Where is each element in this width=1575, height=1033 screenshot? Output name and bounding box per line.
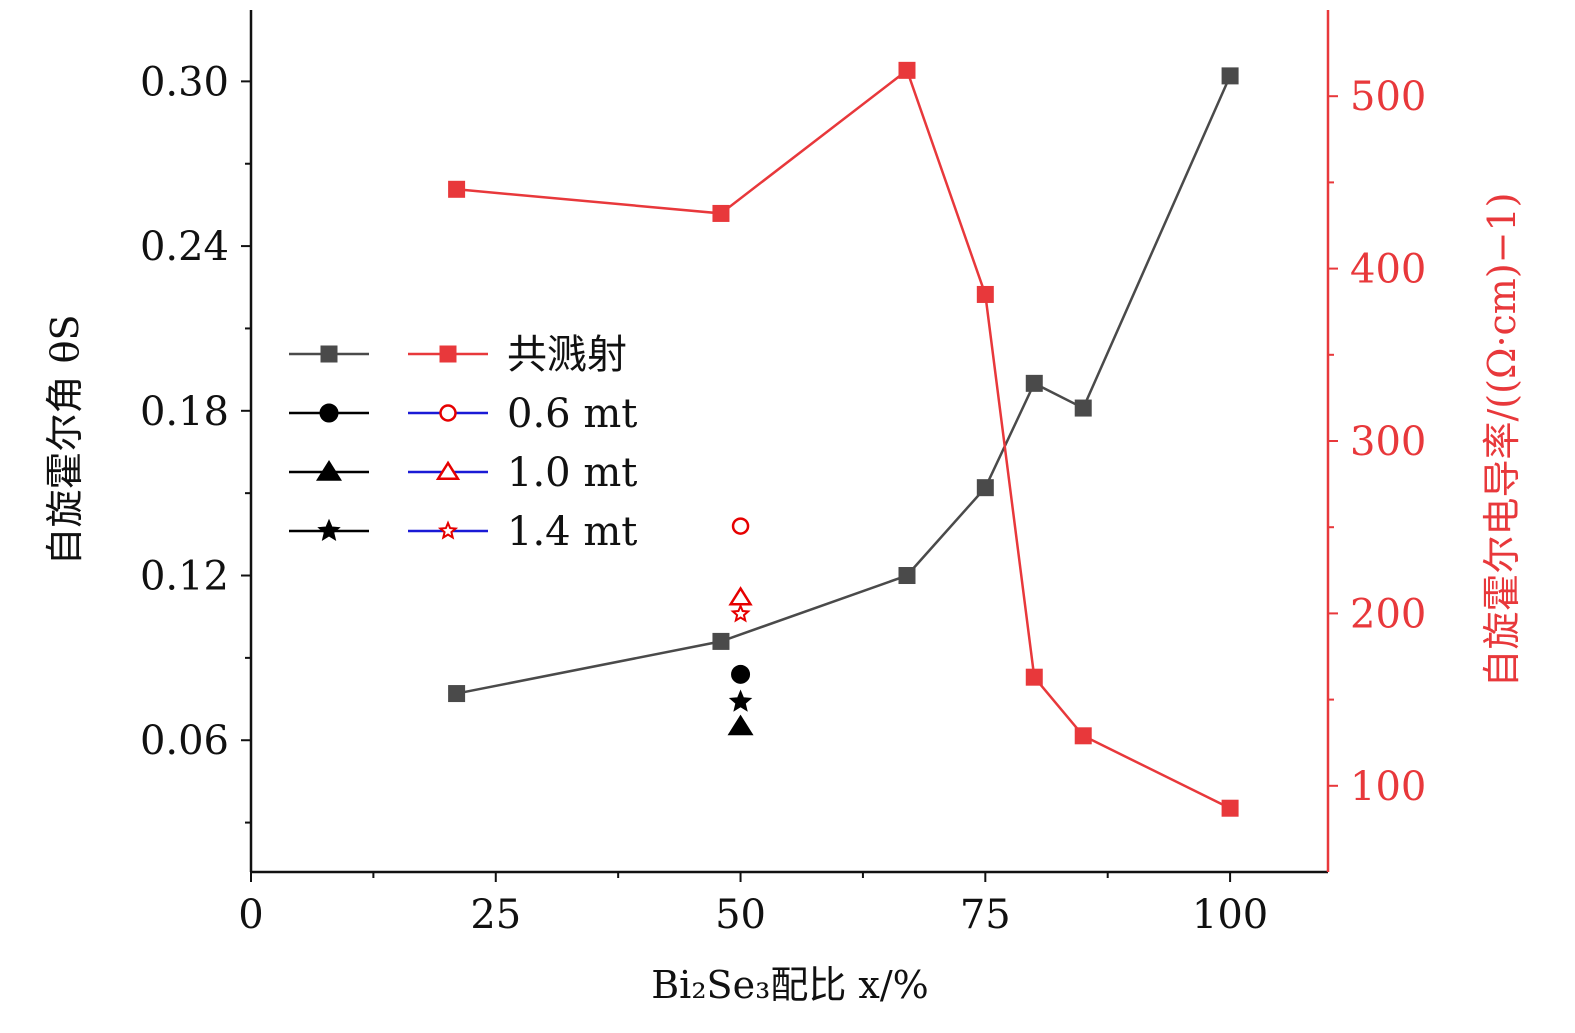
data-point-right-square <box>712 204 730 222</box>
x-tick-label: 25 <box>470 892 521 938</box>
data-point-left-square <box>1221 67 1239 85</box>
series-layer <box>448 61 1239 817</box>
legend-marker-left <box>317 518 341 541</box>
data-point-left-star-open <box>730 603 751 623</box>
data-point-left-square <box>976 479 994 497</box>
x-tick-label: 50 <box>715 892 766 938</box>
y-axis-right-title: 自旋霍尔电导率/((Ω·cm)−1) <box>1480 192 1524 687</box>
legend-label: 1.4 mt <box>507 509 637 555</box>
data-point-right-square <box>1025 668 1043 686</box>
x-tick-label: 0 <box>238 892 263 938</box>
legend-label: 0.6 mt <box>507 391 637 437</box>
y-right-tick-label: 300 <box>1350 419 1426 465</box>
legend: 共溅射 0.6 mt 1.0 mt 1.4 mt <box>289 332 637 555</box>
data-point-right-square <box>976 285 994 303</box>
y-right-tick-label: 200 <box>1350 591 1426 637</box>
data-point-left-square <box>1025 374 1043 392</box>
data-point-left-circle-open <box>731 517 750 535</box>
y-left-tick-label: 0.30 <box>140 59 229 105</box>
y-right-tick-label: 100 <box>1350 764 1426 810</box>
data-point-left-triangle-open <box>728 586 753 606</box>
data-point-left-square <box>712 632 730 650</box>
x-axis-title: Bi₂Se₃配比 x/% <box>651 963 929 1007</box>
data-point-left-triangle <box>727 714 754 736</box>
y-axis-left-title: 自旋霍尔角 θS <box>43 315 87 566</box>
data-point-right-square <box>1221 799 1239 817</box>
data-point-left-star <box>728 689 753 712</box>
legend-marker-right <box>439 345 457 363</box>
y-left-tick-label: 0.12 <box>140 554 229 600</box>
data-point-right-square <box>448 180 466 198</box>
series-line-left-square <box>456 75 1232 695</box>
x-tick-label: 75 <box>960 892 1011 938</box>
legend-marker-left <box>319 403 339 423</box>
data-point-right-square <box>1074 727 1092 745</box>
x-tick-label: 100 <box>1192 892 1268 938</box>
data-point-left-circle <box>731 664 751 684</box>
legend-marker-right <box>435 460 461 480</box>
data-point-left-square <box>898 567 916 585</box>
legend-label: 共溅射 <box>507 332 627 378</box>
y-right-tick-label: 400 <box>1350 247 1426 293</box>
legend-marker-right <box>439 404 457 422</box>
y-left-tick-label: 0.06 <box>140 718 229 764</box>
y-left-tick-label: 0.18 <box>140 389 229 435</box>
y-left-tick-label: 0.24 <box>140 224 229 270</box>
legend-marker-left <box>315 460 343 481</box>
series-line-right-square <box>456 68 1231 810</box>
data-point-left-square <box>448 685 466 703</box>
y-right-tick-label: 500 <box>1350 74 1426 120</box>
axes-layer: 0 25 50 75 100 0.06 0.12 0.18 0.24 0.30 100 200 300 4… <box>140 10 1426 938</box>
legend-label: 1.0 mt <box>507 450 637 496</box>
legend-marker-left <box>320 345 338 363</box>
data-point-left-square <box>1074 399 1092 417</box>
legend-marker-right <box>437 520 459 540</box>
data-point-right-square <box>898 61 916 79</box>
